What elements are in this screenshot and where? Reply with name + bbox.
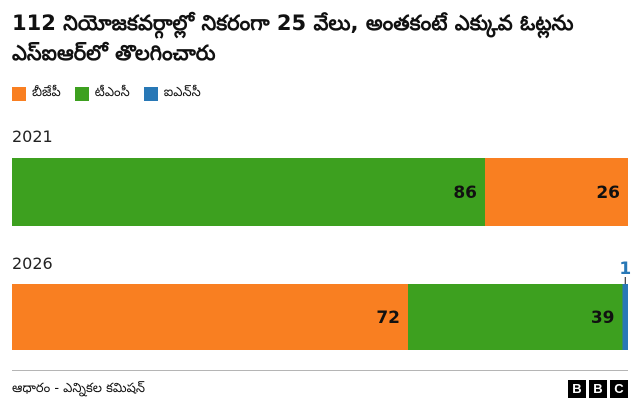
category-label: 2021 [12,127,53,146]
legend-label-inc: ఐఎన్‌సీ [163,85,201,100]
legend-swatch-tmc [74,87,89,101]
stacked-bar-chart: 2021 86 26 2026 72 39 1 [12,127,631,350]
bar-segment [485,158,628,226]
footer-divider [12,370,628,371]
source-note: ఆధారం - ఎన్నికల కమిషన్ [12,381,146,396]
data-label: 72 [376,308,400,328]
bar-segment [12,284,408,350]
legend-item-tmc: టీఎంసీ [74,85,130,103]
legend-item-inc: ఐఎన్‌సీ [143,85,201,103]
legend: బీజేపీ టీఎంసీ ఐఎన్‌సీ [12,85,201,103]
bar-segment [622,284,628,350]
data-label: 26 [596,183,620,203]
chart-title: 112 నియోజకవర్గాల్లో నికరంగా 25 వేలు, అంత… [12,11,574,65]
legend-label-tmc: టీఎంసీ [94,85,130,100]
legend-label-bjp: బీజేపీ [32,85,61,100]
data-label: 39 [591,308,615,328]
legend-item-bjp: బీజేపీ [12,85,61,103]
category-label: 2026 [12,254,53,273]
data-label: 1 [619,259,631,279]
bar-segment [12,158,485,226]
legend-swatch-inc [143,87,158,101]
bbc-logo-letter: B [568,380,586,398]
bar-segment [408,284,623,350]
bbc-logo-letter: C [610,380,628,398]
bbc-logo-letter: B [589,380,607,398]
legend-swatch-bjp [12,87,26,101]
bbc-logo: B B C [568,380,628,398]
data-label: 86 [453,183,477,203]
